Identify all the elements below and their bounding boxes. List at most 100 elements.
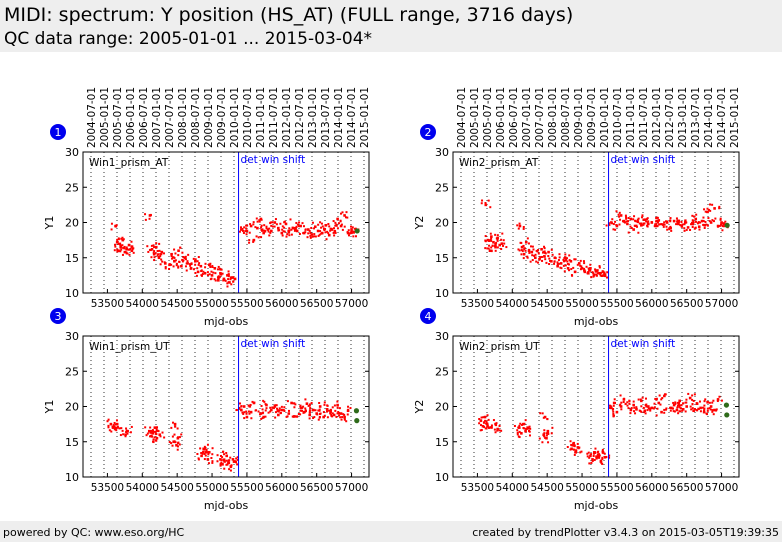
panel-4-data-point: [517, 426, 521, 429]
panel-1-data-scatter: [346, 231, 349, 234]
panel-3-data-scatter: [157, 430, 160, 433]
panel-1-date-tick-label: 2011-07-01: [268, 87, 280, 148]
panel-1-data-scatter: [309, 234, 312, 237]
panel-4-data-point: [643, 409, 647, 413]
panel-4-data-scatter: [693, 408, 696, 411]
panel-1-data-scatter: [184, 265, 187, 268]
panel-3-data-scatter: [223, 453, 226, 456]
panel-2-data-scatter: [501, 232, 504, 235]
panel-1-data-scatter: [219, 273, 222, 276]
panel-4-data-scatter: [643, 411, 646, 414]
panel-1-y-tick-label: 30: [65, 146, 79, 159]
panel-1-date-tick-label: 2006-07-01: [138, 87, 150, 148]
panel-2-data-scatter: [630, 227, 633, 230]
panel-3-data-scatter: [236, 458, 239, 461]
panel-1-data-scatter: [182, 256, 185, 259]
panel-1-data-scatter: [158, 249, 161, 252]
panel-4-data-scatter: [546, 418, 549, 421]
panel-2-data-scatter: [556, 263, 559, 266]
panel-4-data-scatter: [687, 392, 690, 395]
panel-1-data-scatter: [195, 274, 198, 277]
panel-2-data-scatter: [551, 253, 554, 256]
panel-1-data-point: [245, 229, 249, 233]
panel-1-label: Win1_prism_AT: [89, 157, 169, 169]
panel-2-date-tick-label: 2005-07-01: [482, 87, 494, 148]
panel-4-data-scatter: [663, 411, 666, 414]
panel-1-date-tick-label: 2010-07-01: [242, 87, 254, 148]
panel-4-data-point: [603, 455, 607, 459]
panel-1-data-scatter: [119, 242, 122, 245]
panel-2-data-scatter: [685, 221, 688, 224]
panel-2-data-scatter: [604, 275, 607, 278]
panel-4-data-point: [520, 431, 523, 435]
panel-1-data-scatter: [318, 233, 321, 236]
panel-3-data-scatter: [279, 411, 282, 414]
panel-3-annotation: det win shift: [241, 338, 306, 350]
panel-1-data-scatter: [152, 251, 155, 254]
panel-3-data-scatter: [271, 406, 274, 409]
panel-2-data-scatter: [529, 245, 532, 248]
panel-3-data-scatter: [326, 416, 329, 419]
panel-2-data-scatter: [502, 239, 505, 242]
panel-1-data-scatter: [144, 218, 147, 221]
panel-4-badge-number: 4: [425, 310, 432, 323]
panel-1-x-tick-label: 56000: [265, 298, 298, 310]
panel-3-data-scatter: [341, 416, 344, 419]
panel-4-data-scatter: [647, 407, 650, 410]
panel-4-data-scatter: [479, 419, 482, 422]
panel-1-data-scatter: [196, 267, 199, 270]
panel-1-data-point: [277, 226, 280, 230]
panel-4-data-scatter: [630, 407, 633, 410]
panel-1-data-scatter: [200, 269, 203, 272]
panel-3-data-scatter: [282, 408, 285, 411]
panel-2-data-scatter: [517, 248, 520, 251]
panel-1-data-scatter: [282, 230, 285, 233]
panel-1-data-scatter: [181, 258, 184, 261]
panel-2-data-scatter: [589, 263, 592, 266]
panel-2-data-scatter: [650, 221, 653, 224]
panel-1-data-scatter: [246, 224, 249, 227]
panel-3-data-scatter: [177, 441, 180, 444]
panel-3-data-point: [287, 412, 291, 415]
panel-4-data-scatter: [669, 406, 672, 409]
panel-2-data-scatter: [591, 271, 594, 274]
panel-4-data-scatter: [587, 451, 590, 454]
panel-3-data-scatter: [286, 415, 289, 418]
panel-3-data-point: [308, 413, 312, 417]
panel-2-data-point: [518, 224, 522, 228]
panel-3-y-tick-label: 15: [65, 436, 79, 449]
panel-3-data-scatter: [335, 415, 338, 418]
panel-3-x-tick-label: 53500: [91, 482, 124, 494]
panel-3-data-point: [221, 463, 224, 466]
panel-3-data-scatter: [294, 403, 297, 406]
panel-4-data-scatter: [478, 418, 481, 421]
panel-1-data-scatter: [219, 267, 222, 270]
panel-4-data-scatter: [698, 400, 701, 403]
panel-4-data-point: [483, 415, 487, 419]
panel-4-data-scatter: [696, 409, 699, 412]
panel-3-data-scatter: [260, 404, 263, 407]
panel-3-data-scatter: [149, 431, 152, 434]
panel-1-data-scatter: [295, 221, 298, 224]
panel-4-data-scatter: [586, 455, 589, 458]
panel-1-data-point: [177, 249, 180, 252]
panel-1-data-scatter: [290, 233, 293, 236]
panel-4-data-scatter: [482, 425, 485, 428]
panel-1-data-scatter: [217, 265, 220, 268]
panel-1-data-scatter: [334, 221, 337, 224]
panel-2-data-point: [492, 240, 495, 244]
panel-4-data-scatter: [592, 455, 595, 458]
panel-4-data-scatter: [595, 457, 598, 460]
panel-2-date-tick-label: 2009-07-01: [586, 87, 598, 148]
panel-3-data-scatter: [307, 404, 310, 407]
panel-2-date-tick-label: 2007-01-01: [521, 87, 533, 148]
panel-4-annotation: det win shift: [611, 338, 676, 350]
panel-4-data-scatter: [495, 422, 498, 425]
panel-1-data-scatter: [350, 231, 353, 234]
panel-3-data-scatter: [155, 428, 158, 431]
panel-1-data-scatter: [175, 262, 178, 265]
panel-2-data-point: [672, 219, 676, 223]
footer-credit-link[interactable]: powered by QC: www.eso.org/HC: [3, 526, 185, 539]
panel-1-data-scatter: [260, 228, 263, 231]
panel-4-data-scatter: [716, 398, 719, 401]
